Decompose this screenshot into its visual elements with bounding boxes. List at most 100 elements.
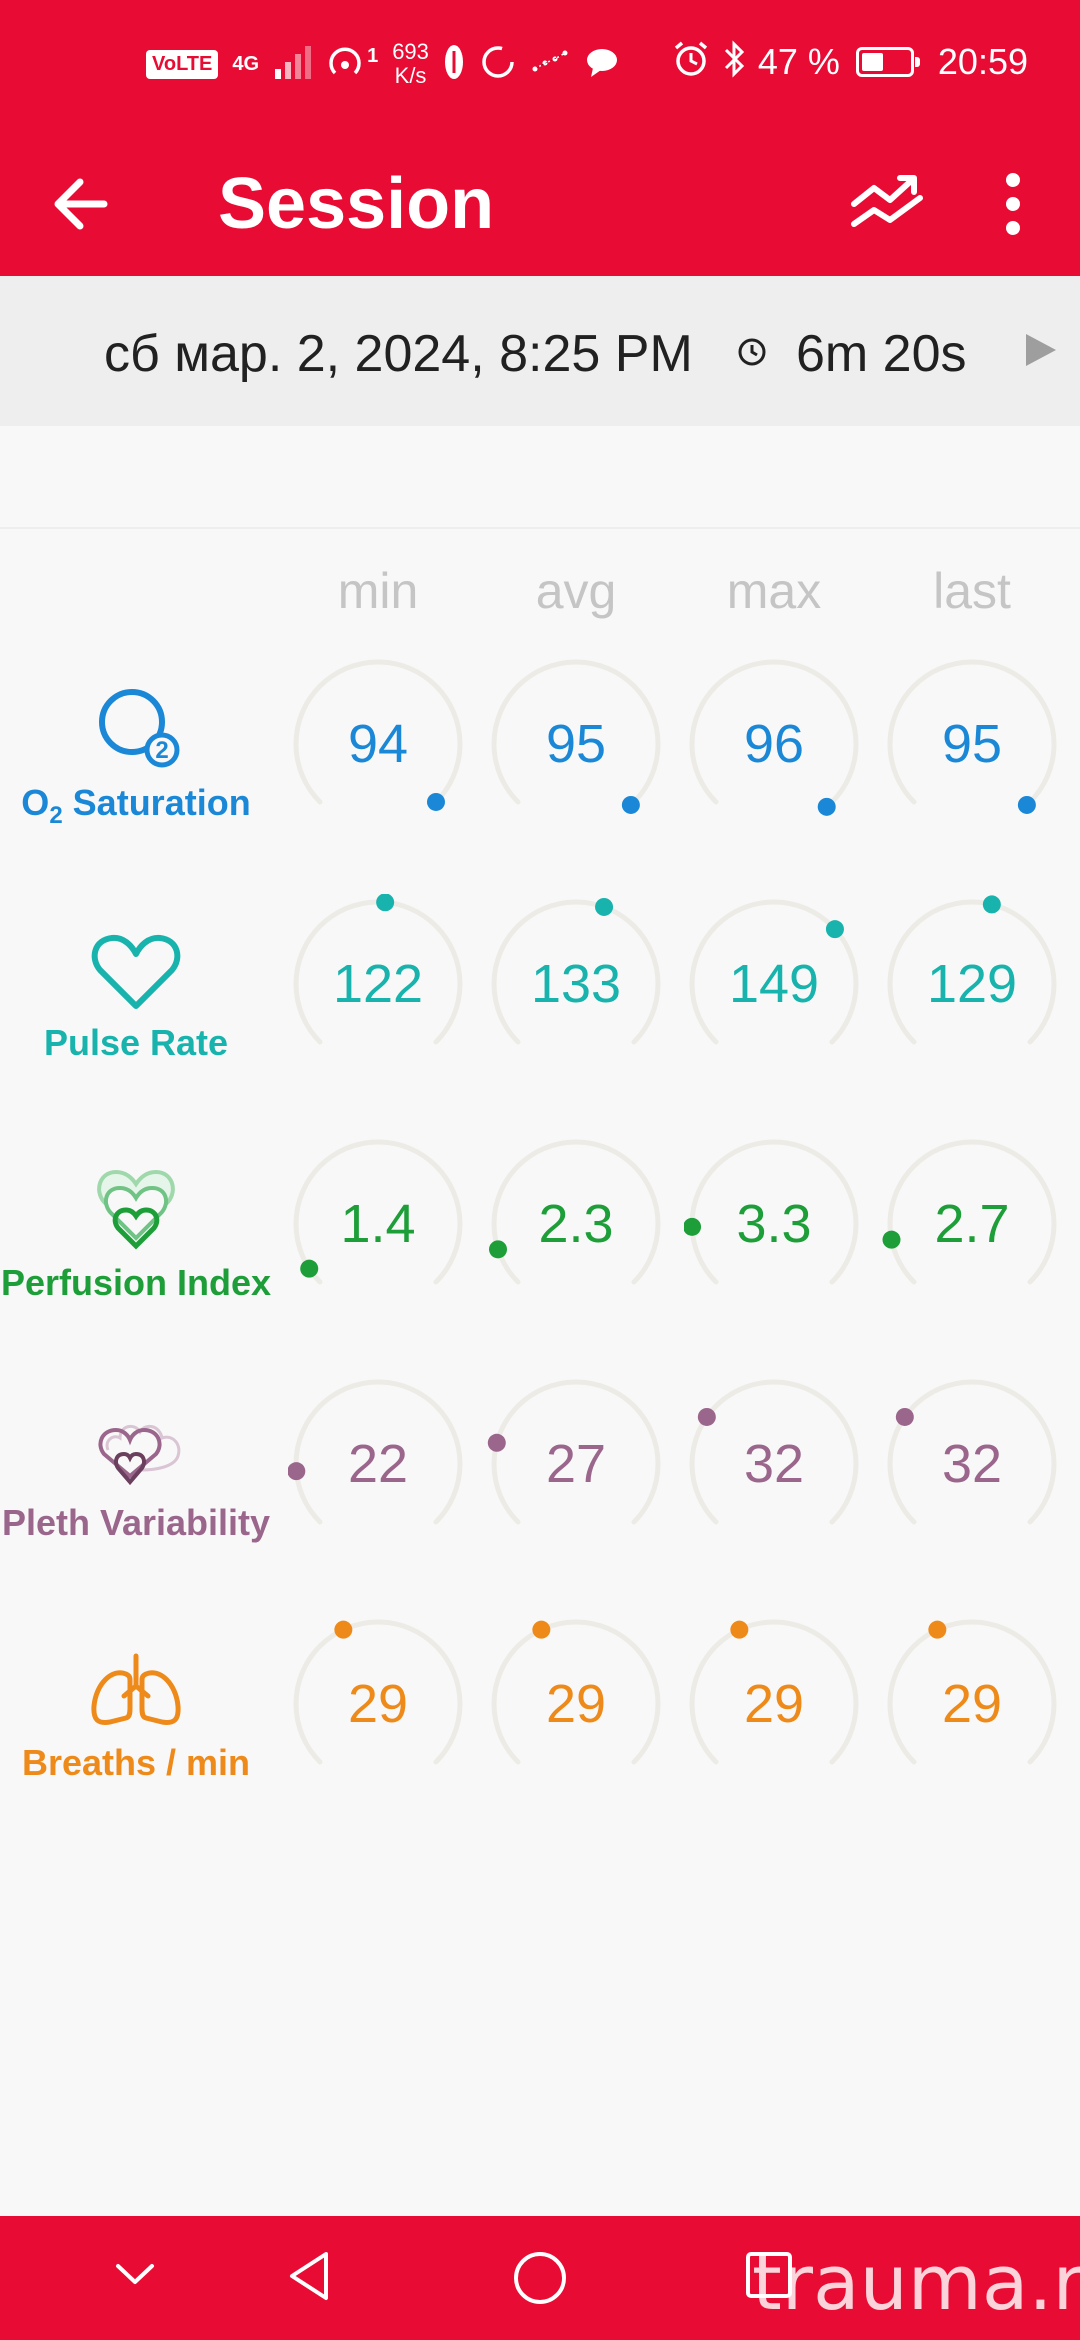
- clock-icon: [738, 338, 766, 366]
- gauge-o2-max: 96: [684, 654, 864, 834]
- gauge-arc: [689, 659, 859, 816]
- gauge-arc: [887, 659, 1057, 814]
- sync-icon: [479, 43, 517, 86]
- play-icon[interactable]: [1020, 330, 1060, 370]
- gauge-dot: [489, 1240, 508, 1259]
- gauge-track: [491, 1619, 661, 1765]
- more-vert-icon: [1006, 173, 1020, 235]
- chevron-down-icon[interactable]: [112, 2260, 158, 2290]
- gauge-value: 32: [941, 1434, 1003, 1494]
- more-options-button[interactable]: [990, 162, 1036, 246]
- metric-row-o2-saturation: 2 O2 Saturation 94 95 96 95: [0, 640, 1080, 860]
- gauge-pulse-avg: 133: [486, 894, 666, 1074]
- column-header-last: last: [933, 563, 1011, 619]
- gauge-value: 29: [941, 1674, 1003, 1734]
- gauge-track: [491, 659, 661, 805]
- metric-label-pleth-variability: Pleth Variability: [1, 1502, 271, 1543]
- gauge-dot: [426, 792, 445, 811]
- gauge-arc: [887, 895, 1057, 1045]
- gauge-track: [689, 899, 859, 1045]
- gauge-value: 1.4: [340, 1194, 416, 1254]
- pleth-hearts-icon: [98, 1424, 181, 1486]
- gauge-track: [293, 1139, 463, 1285]
- gauge-value: 95: [941, 714, 1003, 774]
- gauge-track: [293, 1619, 463, 1765]
- metric-row-pulse-rate: Pulse Rate 122 133 149 129: [0, 880, 1080, 1100]
- session-info-bar: сб мар. 2, 2024, 8:25 PM 6m 20s: [0, 276, 1080, 426]
- gauge-arc: [491, 1619, 661, 1765]
- gauge-arc: [293, 894, 463, 1045]
- gauge-arc: [293, 1139, 463, 1285]
- gauge-dot: [825, 920, 844, 939]
- gauge-arc: [489, 1139, 661, 1285]
- gauge-pleth-avg: 27: [486, 1374, 666, 1554]
- gauge-value: 96: [743, 714, 805, 774]
- gauge-dot: [697, 1407, 716, 1426]
- trend-chart-button[interactable]: [846, 166, 930, 242]
- gauge-perfusion-min: 1.4: [288, 1134, 468, 1314]
- gauge-value: 27: [545, 1434, 607, 1494]
- gauge-perfusion-max: 3.3: [684, 1134, 864, 1314]
- back-button[interactable]: [46, 168, 118, 240]
- gauge-value: 122: [332, 954, 424, 1014]
- column-header-max: max: [726, 563, 822, 619]
- gauge-pleth-max: 32: [684, 1374, 864, 1554]
- session-duration: 6m 20s: [796, 325, 967, 383]
- lungs-icon: [91, 1653, 181, 1725]
- gauge-dot: [895, 1407, 914, 1426]
- gauge-breaths-avg: 29: [486, 1614, 666, 1794]
- gauge-value: 2.3: [538, 1194, 614, 1254]
- gauge-pulse-last: 129: [882, 894, 1062, 1074]
- perfusion-heart-icon: [97, 1169, 175, 1250]
- gauge-arc: [887, 1619, 1057, 1765]
- gauge-dot: [882, 1230, 901, 1249]
- gauge-track: [293, 659, 463, 805]
- gauge-arc: [293, 659, 463, 811]
- gauge-dot: [817, 797, 836, 816]
- gauge-track: [491, 899, 661, 1045]
- home-circle-icon[interactable]: [512, 2250, 568, 2306]
- column-header-min: min: [337, 563, 419, 619]
- net-speed-unit: K/s: [394, 63, 427, 88]
- gauge-value: 133: [530, 954, 622, 1014]
- app-bar: Session: [0, 132, 1080, 276]
- page-title: Session: [218, 164, 495, 244]
- gauge-track: [887, 899, 1057, 1045]
- net-speed: 693 K/s: [392, 40, 429, 88]
- chat-bubble-icon: [583, 45, 621, 84]
- status-bar: VoLTE 4G 1 693 K/s 47 %: [0, 0, 1080, 132]
- gauge-value: 32: [743, 1434, 805, 1494]
- o2-label-subscript: 2: [49, 802, 63, 830]
- o2-label-rest: Saturation: [62, 782, 251, 823]
- metric-row-perfusion-index: Perfusion Index 1.4 2.3 3.3 2.7: [0, 1120, 1080, 1340]
- gauge-track: [689, 1379, 859, 1525]
- heart-icon: [91, 934, 181, 1009]
- gauge-breaths-last: 29: [882, 1614, 1062, 1794]
- o2-label-main: O: [21, 782, 50, 823]
- gauge-track: [887, 1619, 1057, 1765]
- gauge-arc: [487, 1379, 661, 1525]
- gauge-arc: [684, 1139, 859, 1285]
- gauge-pulse-max: 149: [684, 894, 864, 1074]
- gauge-arc: [887, 1379, 1057, 1525]
- metric-row-pleth-variability: Pleth Variability 22 27 32 32: [0, 1360, 1080, 1580]
- gauge-dot: [621, 795, 640, 814]
- gauge-perfusion-last: 2.7: [882, 1134, 1062, 1314]
- gauge-dot: [595, 897, 614, 916]
- gauge-o2-last: 95: [882, 654, 1062, 834]
- divider: [0, 527, 1080, 529]
- back-triangle-icon[interactable]: [284, 2248, 334, 2304]
- battery-percent: 47 %: [757, 40, 840, 82]
- back-arrow-icon: [54, 178, 108, 230]
- recents-square-icon[interactable]: [744, 2250, 794, 2300]
- gauge-pleth-min: 22: [288, 1374, 468, 1554]
- alarm-icon: [672, 40, 710, 83]
- gauge-breaths-min: 29: [288, 1614, 468, 1794]
- session-date: сб мар. 2, 2024, 8:25 PM: [104, 325, 693, 383]
- network-type: 4G: [232, 53, 260, 75]
- svg-text:2: 2: [155, 737, 168, 764]
- gauge-track: [887, 659, 1057, 805]
- gauge-pleth-last: 32: [882, 1374, 1062, 1554]
- bluetooth-icon: [722, 40, 746, 83]
- gauge-value: 149: [728, 954, 820, 1014]
